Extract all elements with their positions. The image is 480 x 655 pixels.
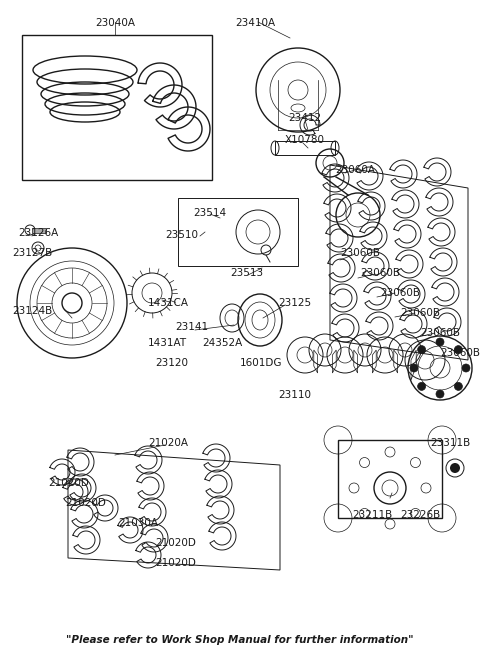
Text: 23125: 23125 xyxy=(278,298,311,308)
Text: 23410A: 23410A xyxy=(235,18,275,28)
Circle shape xyxy=(450,463,460,473)
Text: 23510: 23510 xyxy=(165,230,198,240)
Bar xyxy=(178,198,298,266)
Text: 21020D: 21020D xyxy=(155,538,196,548)
Bar xyxy=(338,440,442,518)
Text: 24352A: 24352A xyxy=(202,338,242,348)
Text: 1431CA: 1431CA xyxy=(148,298,189,308)
Text: 21020D: 21020D xyxy=(65,498,106,508)
Bar xyxy=(275,141,335,155)
Text: 23060B: 23060B xyxy=(360,268,400,278)
Circle shape xyxy=(436,390,444,398)
Text: 21020A: 21020A xyxy=(148,438,188,448)
Text: 21030A: 21030A xyxy=(118,518,158,528)
Text: 23060B: 23060B xyxy=(400,308,440,318)
Bar xyxy=(22,35,212,180)
Text: "Please refer to Work Shop Manual for further information": "Please refer to Work Shop Manual for fu… xyxy=(66,635,414,645)
Text: 23412: 23412 xyxy=(288,113,321,123)
Circle shape xyxy=(455,346,462,354)
Text: 23126A: 23126A xyxy=(18,228,58,238)
Text: 1431AT: 1431AT xyxy=(148,338,187,348)
Text: 23141: 23141 xyxy=(175,322,208,332)
Circle shape xyxy=(418,346,426,354)
Text: 23060A: 23060A xyxy=(335,165,375,175)
Text: 23040A: 23040A xyxy=(95,18,135,28)
Text: 1601DG: 1601DG xyxy=(240,358,283,368)
Text: 23060B: 23060B xyxy=(420,328,460,338)
Text: 23124B: 23124B xyxy=(12,306,52,316)
Text: 23211B: 23211B xyxy=(352,510,392,520)
Text: 23120: 23120 xyxy=(155,358,188,368)
Circle shape xyxy=(436,338,444,346)
Text: 23513: 23513 xyxy=(230,268,263,278)
Circle shape xyxy=(455,383,462,390)
Text: 21020D: 21020D xyxy=(48,478,89,488)
Text: 21020D: 21020D xyxy=(155,558,196,568)
Text: 23060B: 23060B xyxy=(380,288,420,298)
Bar xyxy=(32,228,46,233)
Circle shape xyxy=(410,364,418,372)
Text: 23514: 23514 xyxy=(193,208,226,218)
Circle shape xyxy=(462,364,470,372)
Text: 23110: 23110 xyxy=(278,390,311,400)
Text: 23060B: 23060B xyxy=(340,248,380,258)
Circle shape xyxy=(418,383,426,390)
Text: 23060B: 23060B xyxy=(440,348,480,358)
Text: 23226B: 23226B xyxy=(400,510,440,520)
Text: 23127B: 23127B xyxy=(12,248,52,258)
Text: 23311B: 23311B xyxy=(430,438,470,448)
Text: X10780: X10780 xyxy=(285,135,325,145)
